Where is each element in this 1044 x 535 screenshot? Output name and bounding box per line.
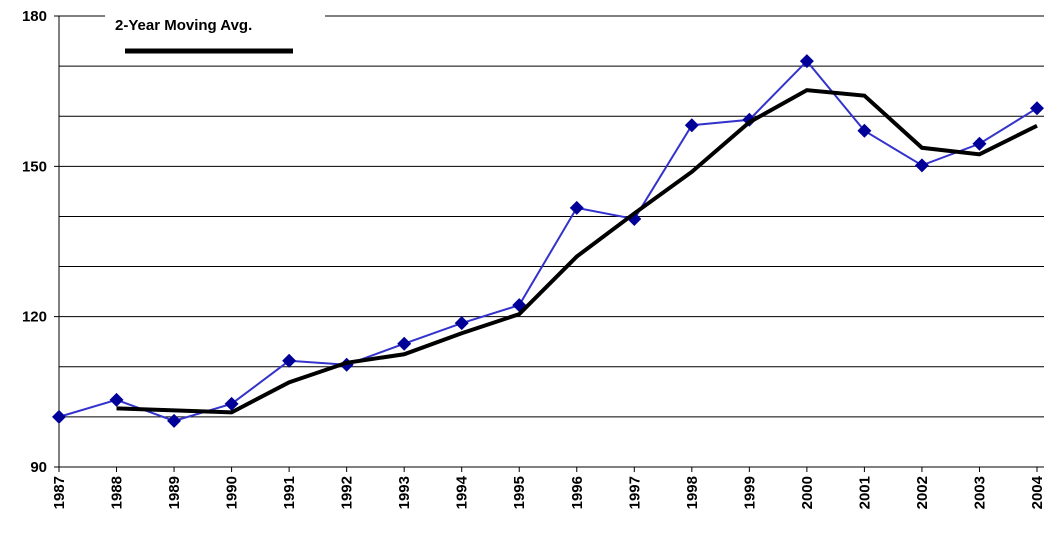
data-point	[972, 136, 987, 151]
data-point	[282, 353, 297, 368]
series-line	[58, 59, 1038, 422]
y-tick-label: 180	[22, 8, 47, 25]
x-tick-label: 2004	[1029, 475, 1044, 509]
y-tick-label: 90	[30, 459, 47, 476]
data-point	[397, 336, 412, 351]
x-tick-label: 2000	[799, 476, 816, 509]
x-tick-label: 1997	[626, 476, 643, 509]
data-point	[914, 158, 929, 173]
x-tick-label: 1999	[741, 476, 758, 509]
data-point	[454, 316, 469, 331]
data-point	[857, 123, 872, 138]
x-tick-label: 1988	[109, 476, 126, 509]
data-point	[109, 392, 124, 407]
x-tick-label: 2003	[971, 476, 988, 509]
data-point	[224, 396, 239, 411]
x-tick-label: 1992	[339, 476, 356, 509]
x-tick-label: 2002	[914, 476, 931, 509]
data-point	[167, 413, 182, 428]
data-point	[569, 200, 584, 215]
x-tick-label: 1998	[684, 476, 701, 509]
x-tick-label: 1991	[281, 476, 298, 509]
data-point	[1030, 101, 1044, 116]
x-tick-label: 1993	[396, 476, 413, 509]
x-tick-label: 1995	[511, 476, 528, 509]
y-tick-label: 150	[22, 158, 47, 175]
data-point	[684, 118, 699, 133]
x-tick-label: 1989	[166, 476, 183, 509]
series-line	[116, 88, 1038, 415]
x-tick-label: 1994	[454, 475, 471, 509]
x-tick-label: 1987	[51, 476, 68, 509]
x-tick-label: 1996	[569, 476, 586, 509]
y-tick-label: 120	[22, 309, 47, 326]
legend-label: 2-Year Moving Avg.	[115, 17, 252, 34]
data-point	[52, 409, 66, 424]
data-point	[799, 54, 814, 69]
x-tick-label: 2001	[856, 476, 873, 509]
x-tick-label: 1990	[224, 476, 241, 509]
